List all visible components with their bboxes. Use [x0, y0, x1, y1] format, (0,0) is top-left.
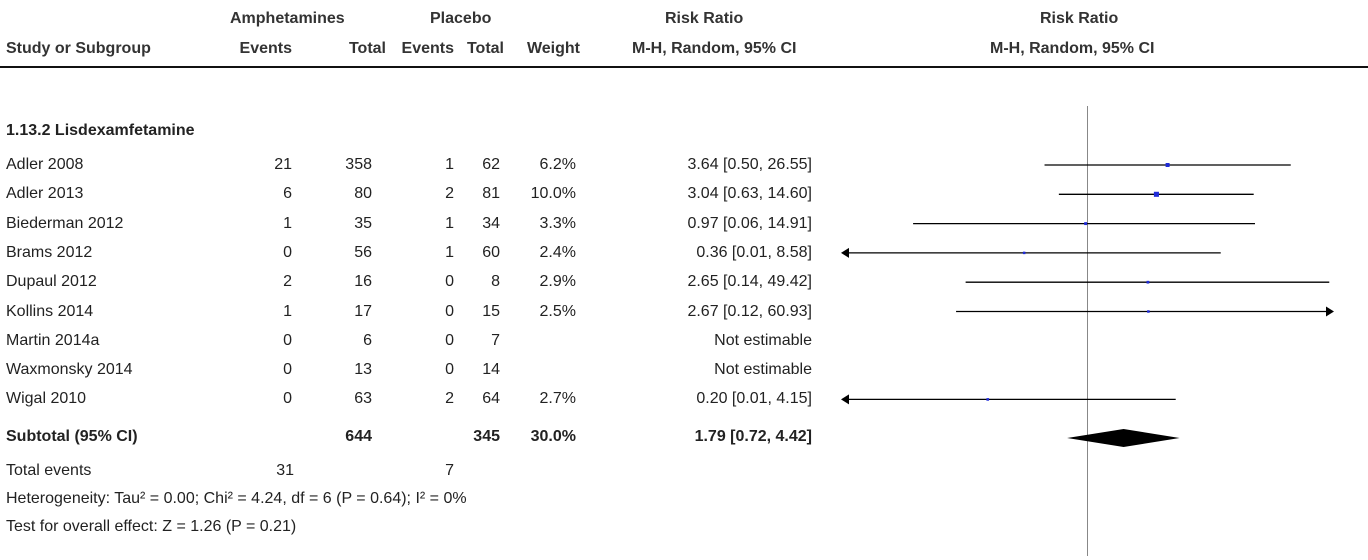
subtotal-total2: 345 [473, 428, 500, 445]
events1-cell: 1 [283, 214, 292, 232]
ci-arrow-right [1326, 306, 1334, 317]
ci-arrow-left [841, 247, 849, 258]
study-name: Adler 2013 [6, 185, 84, 203]
total1-cell: 80 [354, 185, 372, 203]
total1-cell: 17 [354, 302, 372, 320]
total2-cell: 8 [491, 273, 500, 291]
study-name: Kollins 2014 [6, 302, 94, 320]
effect-marker [1022, 251, 1026, 255]
events2-header: Events [401, 40, 454, 57]
events1-cell: 21 [274, 156, 292, 173]
study-name: Wigal 2010 [6, 390, 87, 408]
total1-header: Total [348, 40, 386, 57]
effect-marker [1165, 163, 1170, 167]
method-header: M-H, Random, 95% CI [632, 40, 797, 57]
weight-cell: 2.4% [539, 243, 576, 261]
weight-cell: 3.3% [539, 214, 576, 232]
subtotal-total1: 644 [345, 428, 372, 445]
subtotal-label: Subtotal (95% CI) [6, 428, 138, 445]
study-name: Waxmonsky 2014 [6, 361, 133, 379]
plot-title-header: Risk Ratio [1040, 10, 1119, 27]
effect-marker [1146, 280, 1150, 284]
study-name: Martin 2014a [6, 331, 100, 349]
weight-cell: 2.5% [539, 302, 576, 320]
events1-cell: 1 [283, 302, 292, 320]
events2-cell: 0 [445, 331, 454, 349]
total2-cell: 62 [482, 156, 500, 173]
events1-header: Events [239, 40, 292, 57]
events2-cell: 0 [445, 361, 454, 379]
total2-cell: 81 [482, 185, 500, 203]
weight-cell: 2.7% [539, 390, 576, 408]
ci-cell: 0.97 [0.06, 14.91] [687, 214, 812, 232]
total-events-label: Total events [6, 462, 92, 479]
events1-cell: 6 [283, 185, 292, 203]
study-name: Biederman 2012 [6, 214, 124, 232]
total2-cell: 14 [482, 361, 500, 379]
events2-cell: 2 [445, 390, 454, 408]
group1-header: Amphetamines [230, 10, 345, 27]
study-name: Adler 2008 [6, 156, 84, 173]
weight-cell: 6.2% [539, 156, 576, 173]
ci-cell: 3.64 [0.50, 26.55] [687, 156, 812, 173]
events2-cell: 1 [445, 243, 454, 261]
ci-cell: 2.67 [0.12, 60.93] [687, 302, 812, 320]
events2-cell: 1 [445, 156, 454, 173]
events2-cell: 1 [445, 214, 454, 232]
ci-cell: Not estimable [714, 331, 812, 349]
total2-cell: 15 [482, 302, 500, 320]
events1-cell: 0 [283, 243, 292, 261]
events1-cell: 2 [283, 273, 292, 291]
total2-cell: 7 [491, 331, 500, 349]
subtotal-diamond [1067, 429, 1180, 447]
ci-cell: 0.20 [0.01, 4.15] [696, 390, 812, 408]
effect-marker [1147, 310, 1150, 313]
ci-arrow-left [841, 394, 849, 405]
effect-marker [1153, 191, 1159, 197]
total-events1: 31 [276, 462, 294, 479]
subgroup-title: 1.13.2 Lisdexamfetamine [6, 122, 195, 139]
events2-cell: 0 [445, 302, 454, 320]
study-column-header: Study or Subgroup [6, 40, 151, 57]
ci-cell: 3.04 [0.63, 14.60] [687, 185, 812, 203]
events1-cell: 0 [283, 390, 292, 408]
events1-cell: 0 [283, 331, 292, 349]
overall-effect-text: Test for overall effect: Z = 1.26 (P = 0… [6, 518, 297, 535]
events2-cell: 2 [445, 185, 454, 203]
plot-method-header: M-H, Random, 95% CI [990, 40, 1155, 57]
heterogeneity-text: Heterogeneity: Tau² = 0.00; Chi² = 4.24,… [6, 490, 467, 507]
ci-cell: 2.65 [0.14, 49.42] [687, 273, 812, 291]
rr-title-header: Risk Ratio [665, 10, 744, 27]
group2-header: Placebo [430, 10, 492, 27]
total1-cell: 13 [354, 361, 372, 379]
total1-cell: 56 [354, 243, 372, 261]
total1-cell: 6 [363, 331, 372, 349]
total-events2: 7 [445, 462, 454, 479]
header-rule [0, 66, 1368, 68]
ci-cell: 0.36 [0.01, 8.58] [696, 243, 812, 261]
total2-cell: 60 [482, 243, 500, 261]
study-name: Dupaul 2012 [6, 273, 97, 291]
total1-cell: 16 [354, 273, 372, 291]
ci-cell: Not estimable [714, 361, 812, 379]
events1-cell: 0 [283, 361, 292, 379]
total1-cell: 63 [354, 390, 372, 408]
total2-cell: 64 [482, 390, 500, 408]
study-name: Brams 2012 [6, 243, 93, 261]
total2-header: Total [466, 40, 504, 57]
total1-cell: 35 [354, 214, 372, 232]
weight-cell: 2.9% [539, 273, 576, 291]
total1-cell: 358 [345, 156, 372, 173]
weight-header: Weight [526, 40, 580, 57]
events2-cell: 0 [445, 273, 454, 291]
weight-cell: 10.0% [530, 185, 576, 203]
subtotal-ci: 1.79 [0.72, 4.42] [694, 428, 812, 445]
total2-cell: 34 [482, 214, 500, 232]
effect-marker [986, 398, 990, 401]
effect-marker [1084, 222, 1088, 226]
subtotal-weight: 30.0% [530, 428, 576, 445]
